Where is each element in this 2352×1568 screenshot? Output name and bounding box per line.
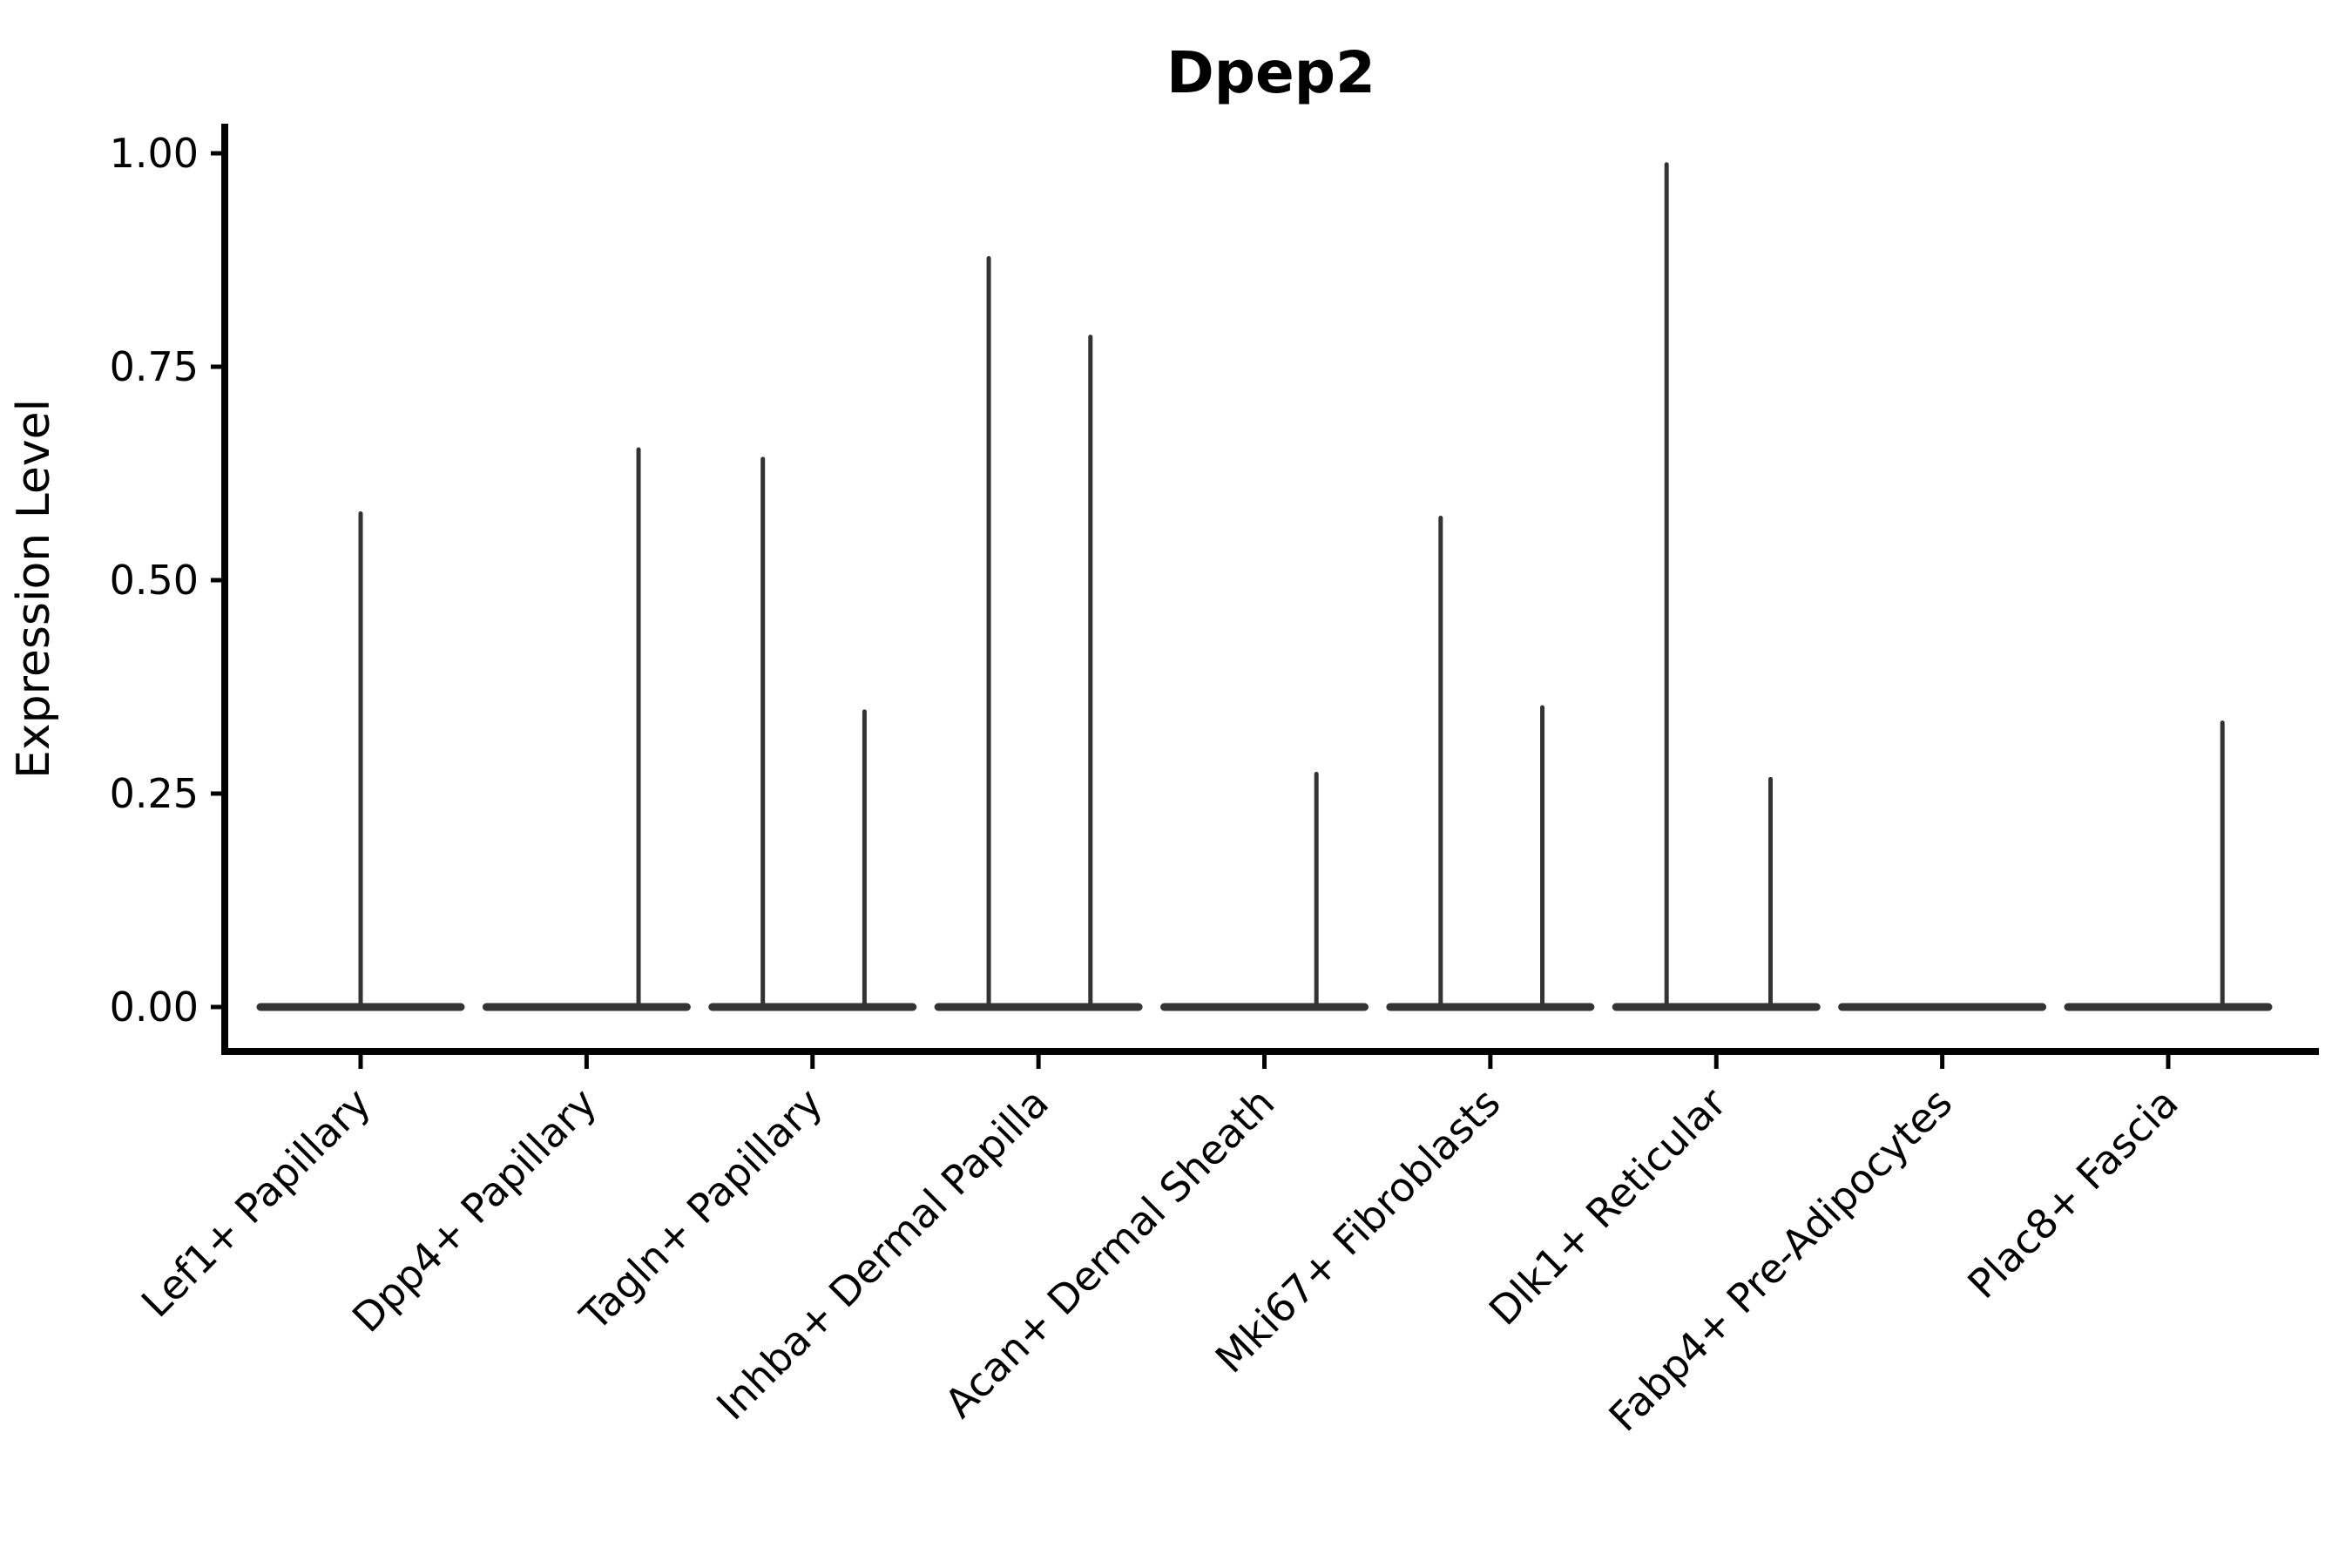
y-tick-label: 1.00 xyxy=(110,130,199,177)
violin-group xyxy=(934,256,1143,1011)
x-tick-label: Lef1+ Papillary xyxy=(132,1079,380,1327)
violin-group xyxy=(2064,720,2273,1011)
y-tick-label: 0.50 xyxy=(110,557,199,604)
violin-group xyxy=(708,456,917,1011)
x-tick-label: Plac8+ Fascia xyxy=(1958,1079,2186,1308)
y-tick-label: 0.75 xyxy=(110,343,199,390)
violin-group xyxy=(482,447,691,1011)
violin-group xyxy=(256,511,465,1011)
violin-group xyxy=(1386,515,1595,1011)
y-tick-label: 0.25 xyxy=(110,770,199,817)
y-tick-label: 0.00 xyxy=(110,983,199,1031)
y-axis-label: Expression Level xyxy=(8,399,60,779)
violin-group xyxy=(1160,771,1369,1011)
x-tick-label: Dlk1+ Reticular xyxy=(1480,1079,1735,1335)
violins xyxy=(256,162,2273,1011)
y-axis-ticks: 0.00 0.25 0.50 0.75 1.00 xyxy=(110,130,225,1031)
x-tick-label: Dpp4+ Papillary xyxy=(343,1079,605,1342)
axes xyxy=(221,124,2319,1055)
violin-group xyxy=(1612,162,1821,1011)
chart-title: Dpep2 xyxy=(1166,39,1375,106)
x-tick-label: Tagln+ Papillary xyxy=(571,1079,832,1341)
